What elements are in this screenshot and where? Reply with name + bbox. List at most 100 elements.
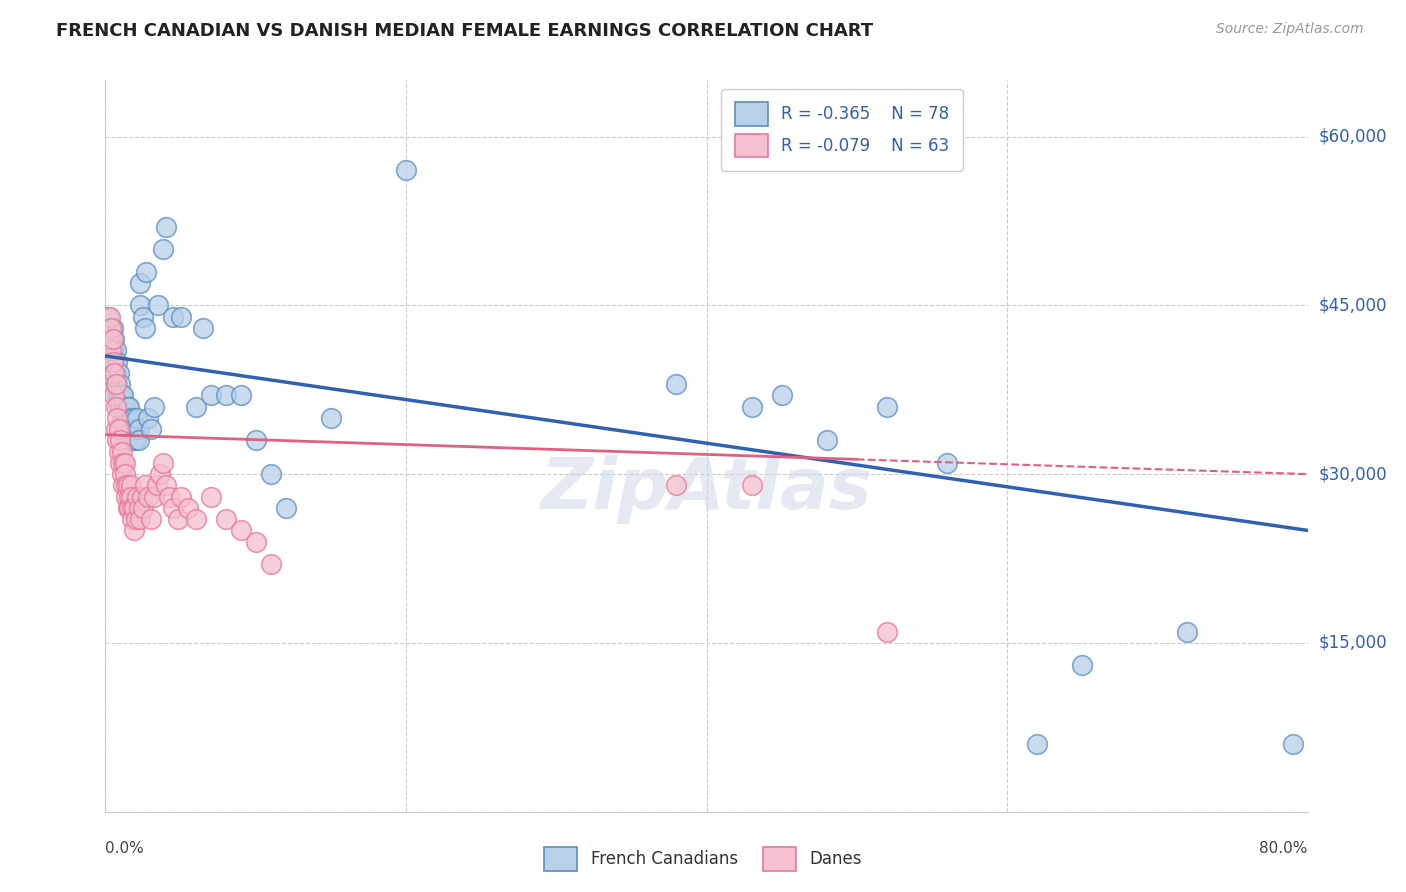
Point — [214, 388, 236, 402]
Point — [260, 557, 283, 571]
Point — [162, 500, 184, 515]
Point — [124, 422, 146, 436]
Point — [128, 434, 150, 448]
Point — [117, 400, 139, 414]
Point — [162, 310, 184, 324]
Point — [103, 332, 125, 346]
Point — [107, 410, 129, 425]
Point — [101, 321, 124, 335]
Point — [111, 388, 134, 402]
Point — [103, 354, 125, 368]
Point — [118, 400, 141, 414]
Point — [100, 343, 122, 358]
Point — [136, 410, 159, 425]
Point — [112, 400, 135, 414]
Point — [107, 354, 129, 368]
Point — [184, 512, 207, 526]
Point — [101, 354, 124, 368]
Point — [134, 478, 156, 492]
Point — [107, 434, 129, 448]
Point — [200, 388, 222, 402]
Point — [152, 242, 174, 256]
Point — [118, 422, 141, 436]
Point — [98, 310, 121, 324]
Point — [112, 456, 135, 470]
Point — [260, 467, 283, 482]
Point — [108, 366, 131, 380]
Text: $60,000: $60,000 — [1319, 128, 1388, 145]
Point — [129, 512, 152, 526]
Point — [124, 434, 146, 448]
Point — [815, 434, 838, 448]
Point — [108, 444, 131, 458]
Point — [177, 500, 200, 515]
Point — [114, 400, 136, 414]
Point — [152, 456, 174, 470]
Point — [104, 377, 127, 392]
Point — [876, 624, 898, 639]
Point — [111, 410, 134, 425]
Point — [741, 400, 763, 414]
Point — [155, 219, 177, 234]
Point — [100, 321, 122, 335]
Point — [121, 512, 143, 526]
Point — [107, 388, 129, 402]
Point — [115, 410, 138, 425]
Point — [117, 434, 139, 448]
Point — [741, 478, 763, 492]
Point — [131, 490, 153, 504]
Point — [122, 524, 145, 538]
Point — [103, 388, 125, 402]
Point — [117, 478, 139, 492]
Point — [245, 534, 267, 549]
Point — [97, 310, 120, 324]
Point — [110, 388, 132, 402]
Point — [191, 321, 214, 335]
Point — [98, 321, 121, 335]
Point — [120, 478, 142, 492]
Point — [115, 478, 138, 492]
Point — [110, 456, 132, 470]
Point — [876, 400, 898, 414]
Point — [117, 410, 139, 425]
Point — [135, 264, 157, 278]
Point — [134, 321, 156, 335]
Point — [1281, 737, 1303, 751]
Text: $15,000: $15,000 — [1319, 634, 1388, 652]
Point — [100, 332, 122, 346]
Legend: R = -0.365    N = 78, R = -0.079    N = 63: R = -0.365 N = 78, R = -0.079 N = 63 — [721, 88, 963, 170]
Point — [112, 388, 135, 402]
Point — [114, 410, 136, 425]
Text: $45,000: $45,000 — [1319, 296, 1388, 314]
Point — [128, 422, 150, 436]
Point — [665, 377, 688, 392]
Point — [120, 422, 142, 436]
Point — [110, 400, 132, 414]
Point — [104, 343, 127, 358]
Point — [1071, 658, 1094, 673]
Point — [115, 422, 138, 436]
Point — [104, 422, 127, 436]
Point — [214, 512, 236, 526]
Point — [129, 298, 152, 312]
Point — [118, 490, 141, 504]
Point — [121, 500, 143, 515]
Point — [125, 490, 148, 504]
Point — [104, 366, 127, 380]
Point — [132, 310, 155, 324]
Point — [103, 366, 125, 380]
Point — [112, 478, 135, 492]
Point — [104, 400, 127, 414]
Point — [200, 490, 222, 504]
Point — [104, 377, 127, 392]
Point — [1175, 624, 1198, 639]
Point — [139, 512, 162, 526]
Point — [166, 512, 188, 526]
Point — [107, 377, 129, 392]
Point — [129, 276, 152, 290]
Point — [111, 444, 134, 458]
Point — [117, 500, 139, 515]
Point — [124, 512, 146, 526]
Legend: French Canadians, Danes: French Canadians, Danes — [536, 839, 870, 880]
Point — [128, 500, 150, 515]
